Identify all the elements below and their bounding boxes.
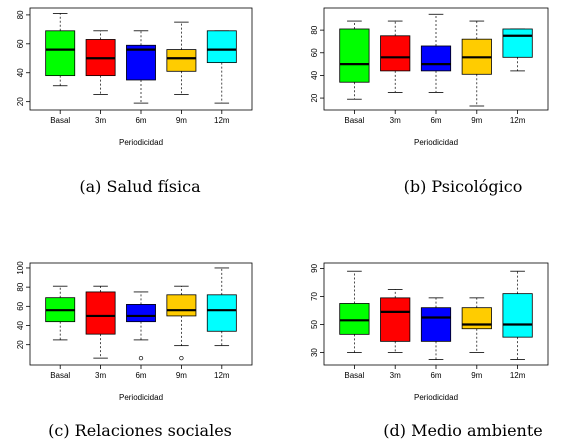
y-tick-label: 100 bbox=[16, 261, 25, 275]
y-axis: 20 40 60 80 bbox=[310, 25, 324, 103]
box-3m: 3m bbox=[380, 289, 411, 380]
x-tick-label: Basal bbox=[50, 371, 70, 380]
box-body bbox=[339, 303, 370, 335]
y-tick-label: 20 bbox=[16, 340, 25, 349]
x-tick-label: 6m bbox=[135, 371, 146, 380]
panel-salud-fisica: 20 40 60 80 Basal 3m 6m 9m 12m Periodicidad (a) Sa… bbox=[16, 7, 253, 196]
y-tick-label: 60 bbox=[16, 39, 25, 48]
x-tick-label: 9m bbox=[471, 116, 482, 125]
box-3m: 3m bbox=[85, 285, 116, 380]
y-tick-label: 80 bbox=[16, 282, 25, 291]
x-tick-label: 12m bbox=[214, 371, 230, 380]
box-12m: 12m bbox=[206, 267, 237, 380]
x-tick-label: 12m bbox=[510, 371, 526, 380]
x-axis-label: Periodicidad bbox=[119, 393, 163, 402]
box-body bbox=[339, 28, 370, 83]
box-12m: 12m bbox=[502, 28, 533, 125]
x-tick-label: 3m bbox=[95, 371, 106, 380]
box-body bbox=[502, 293, 533, 338]
box-9m: 9m bbox=[166, 285, 197, 380]
y-tick-label: 20 bbox=[310, 93, 319, 102]
box-9m: 9m bbox=[166, 21, 197, 125]
panel-caption: (d) Medio ambiente bbox=[383, 421, 542, 440]
panel-relaciones-sociales: 20 40 60 80 100 Basal 3m 6m 9m 12m Periodicidad (c)… bbox=[16, 261, 253, 440]
outlier-point bbox=[179, 355, 184, 361]
y-tick-label: 50 bbox=[310, 320, 319, 329]
x-tick-label: 3m bbox=[95, 116, 106, 125]
box-body bbox=[380, 297, 411, 342]
box-body bbox=[420, 45, 452, 72]
panel-psicologico: 20 40 60 80 Basal 3m 6m 9m 12m Periodicidad (b) Ps… bbox=[310, 7, 549, 196]
x-tick-label: 6m bbox=[135, 116, 146, 125]
x-tick-label: Basal bbox=[50, 116, 70, 125]
panel-caption: (b) Psicológico bbox=[404, 177, 523, 196]
box-basal: Basal bbox=[45, 13, 76, 125]
y-tick-label: 60 bbox=[16, 301, 25, 310]
box-body bbox=[166, 49, 197, 72]
y-tick-label: 80 bbox=[310, 25, 319, 34]
box-9m: 9m bbox=[461, 20, 492, 125]
box-6m: 6m bbox=[126, 291, 156, 380]
box-12m: 12m bbox=[502, 270, 533, 380]
box-body bbox=[380, 35, 411, 72]
y-tick-label: 30 bbox=[310, 348, 319, 357]
box-body bbox=[85, 291, 116, 335]
box-body bbox=[126, 304, 156, 323]
y-tick-label: 20 bbox=[16, 97, 25, 106]
box-basal: Basal bbox=[339, 20, 370, 125]
box-basal: Basal bbox=[339, 270, 370, 380]
box-body bbox=[206, 294, 237, 332]
box-6m: 6m bbox=[420, 13, 452, 125]
box-6m: 6m bbox=[126, 30, 156, 125]
panel-caption: (a) Salud física bbox=[79, 177, 201, 196]
box-3m: 3m bbox=[380, 20, 411, 125]
box-9m: 9m bbox=[461, 297, 492, 380]
outlier-point bbox=[138, 355, 144, 361]
y-tick-label: 40 bbox=[310, 70, 319, 79]
panel-medio-ambiente: 30 50 70 90 Basal 3m 6m 9m 12m Periodicidad (d) Me… bbox=[310, 262, 549, 440]
x-tick-label: Basal bbox=[344, 371, 364, 380]
box-3m: 3m bbox=[85, 30, 116, 125]
x-tick-label: 12m bbox=[214, 116, 230, 125]
x-tick-label: 3m bbox=[390, 371, 401, 380]
y-tick-label: 90 bbox=[310, 263, 319, 272]
x-tick-label: 9m bbox=[176, 116, 187, 125]
box-basal: Basal bbox=[45, 285, 76, 380]
box-12m: 12m bbox=[206, 30, 237, 125]
x-axis-label: Periodicidad bbox=[414, 138, 458, 147]
x-tick-label: 9m bbox=[471, 371, 482, 380]
y-axis: 20 40 60 80 100 bbox=[16, 261, 30, 349]
box-body bbox=[206, 30, 237, 64]
panel-caption: (c) Relaciones sociales bbox=[48, 421, 232, 440]
x-tick-label: 12m bbox=[510, 116, 526, 125]
y-axis: 30 50 70 90 bbox=[310, 263, 324, 357]
box-6m: 6m bbox=[420, 297, 452, 380]
x-tick-label: 6m bbox=[430, 116, 441, 125]
y-tick-label: 80 bbox=[16, 10, 25, 19]
y-tick-label: 40 bbox=[16, 68, 25, 77]
y-axis: 20 40 60 80 bbox=[16, 10, 30, 106]
x-tick-label: 6m bbox=[430, 371, 441, 380]
y-tick-label: 40 bbox=[16, 321, 25, 330]
x-tick-label: Basal bbox=[344, 116, 364, 125]
y-tick-label: 70 bbox=[310, 291, 319, 300]
y-tick-label: 60 bbox=[310, 48, 319, 57]
x-tick-label: 3m bbox=[390, 116, 401, 125]
x-axis-label: Periodicidad bbox=[119, 138, 163, 147]
x-tick-label: 9m bbox=[176, 371, 187, 380]
x-axis-label: Periodicidad bbox=[414, 393, 458, 402]
box-body bbox=[126, 44, 156, 81]
box-body bbox=[166, 294, 197, 317]
box-body bbox=[420, 307, 452, 342]
box-body bbox=[502, 28, 533, 58]
box-body bbox=[45, 30, 76, 77]
